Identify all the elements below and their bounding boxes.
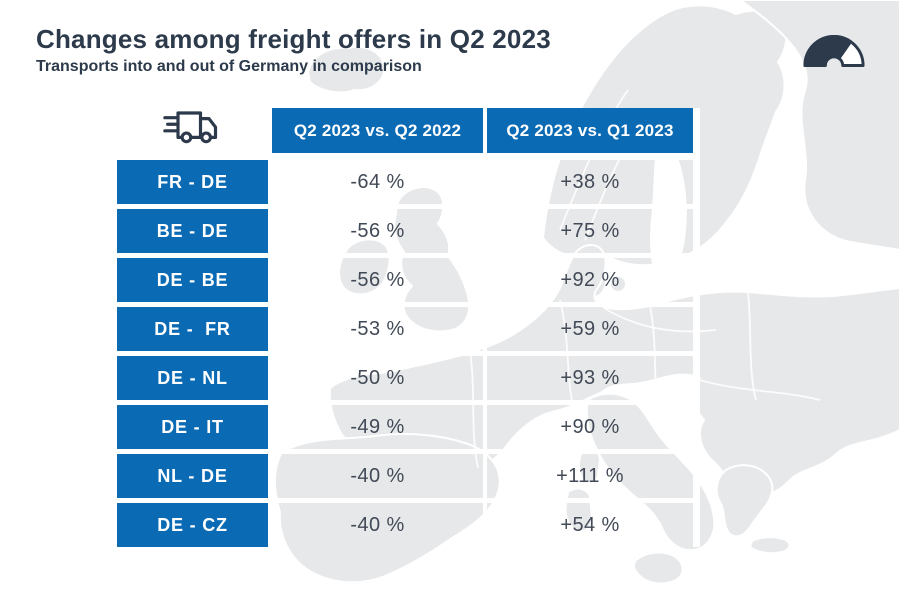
row-separator [117, 302, 700, 307]
route-label: DE - NL [117, 356, 268, 400]
value-vs-q2-2022: -56 % [350, 268, 405, 291]
value-vs-q1-2023: +111 % [556, 464, 624, 487]
value-vs-q2-2022: -40 % [350, 513, 405, 536]
page-subtitle: Transports into and out of Germany in co… [36, 58, 422, 75]
row-separator [117, 400, 700, 405]
column-header-q2-2023-vs-q1-2023: Q2 2023 vs. Q1 2023 [487, 108, 693, 153]
value-vs-q2-2022: -64 % [350, 170, 405, 193]
value-vs-q2-2022: -50 % [350, 366, 405, 389]
route-label: DE - FR [117, 307, 268, 351]
value-vs-q2-2022: -56 % [350, 219, 405, 242]
row-separator [117, 449, 700, 454]
value-vs-q1-2023: +38 % [560, 170, 620, 193]
route-label: DE - CZ [117, 503, 268, 547]
value-vs-q1-2023: +92 % [560, 268, 620, 291]
column-header-q2-2023-vs-q2-2022: Q2 2023 vs. Q2 2022 [272, 108, 483, 153]
route-label: FR - DE [117, 160, 268, 204]
route-label: DE - IT [117, 405, 268, 449]
column-separator [268, 108, 272, 547]
row-separator [117, 253, 700, 258]
route-label: NL - DE [117, 454, 268, 498]
column-separator [483, 108, 487, 547]
truck-icon [117, 104, 268, 152]
row-separator [117, 153, 700, 160]
page-title: Changes among freight offers in Q2 2023 [36, 24, 551, 54]
value-vs-q2-2022: -49 % [350, 415, 405, 438]
value-vs-q2-2022: -40 % [350, 464, 405, 487]
gauge-logo-icon [802, 30, 866, 70]
row-separator [117, 204, 700, 209]
route-label: DE - BE [117, 258, 268, 302]
value-vs-q1-2023: +75 % [560, 219, 620, 242]
value-vs-q1-2023: +59 % [560, 317, 620, 340]
row-separator [117, 498, 700, 503]
column-separator [693, 108, 700, 547]
value-vs-q1-2023: +54 % [560, 513, 620, 536]
value-vs-q1-2023: +93 % [560, 366, 620, 389]
row-separator [117, 351, 700, 356]
value-vs-q2-2022: -53 % [350, 317, 405, 340]
value-vs-q1-2023: +90 % [560, 415, 620, 438]
route-label: BE - DE [117, 209, 268, 253]
